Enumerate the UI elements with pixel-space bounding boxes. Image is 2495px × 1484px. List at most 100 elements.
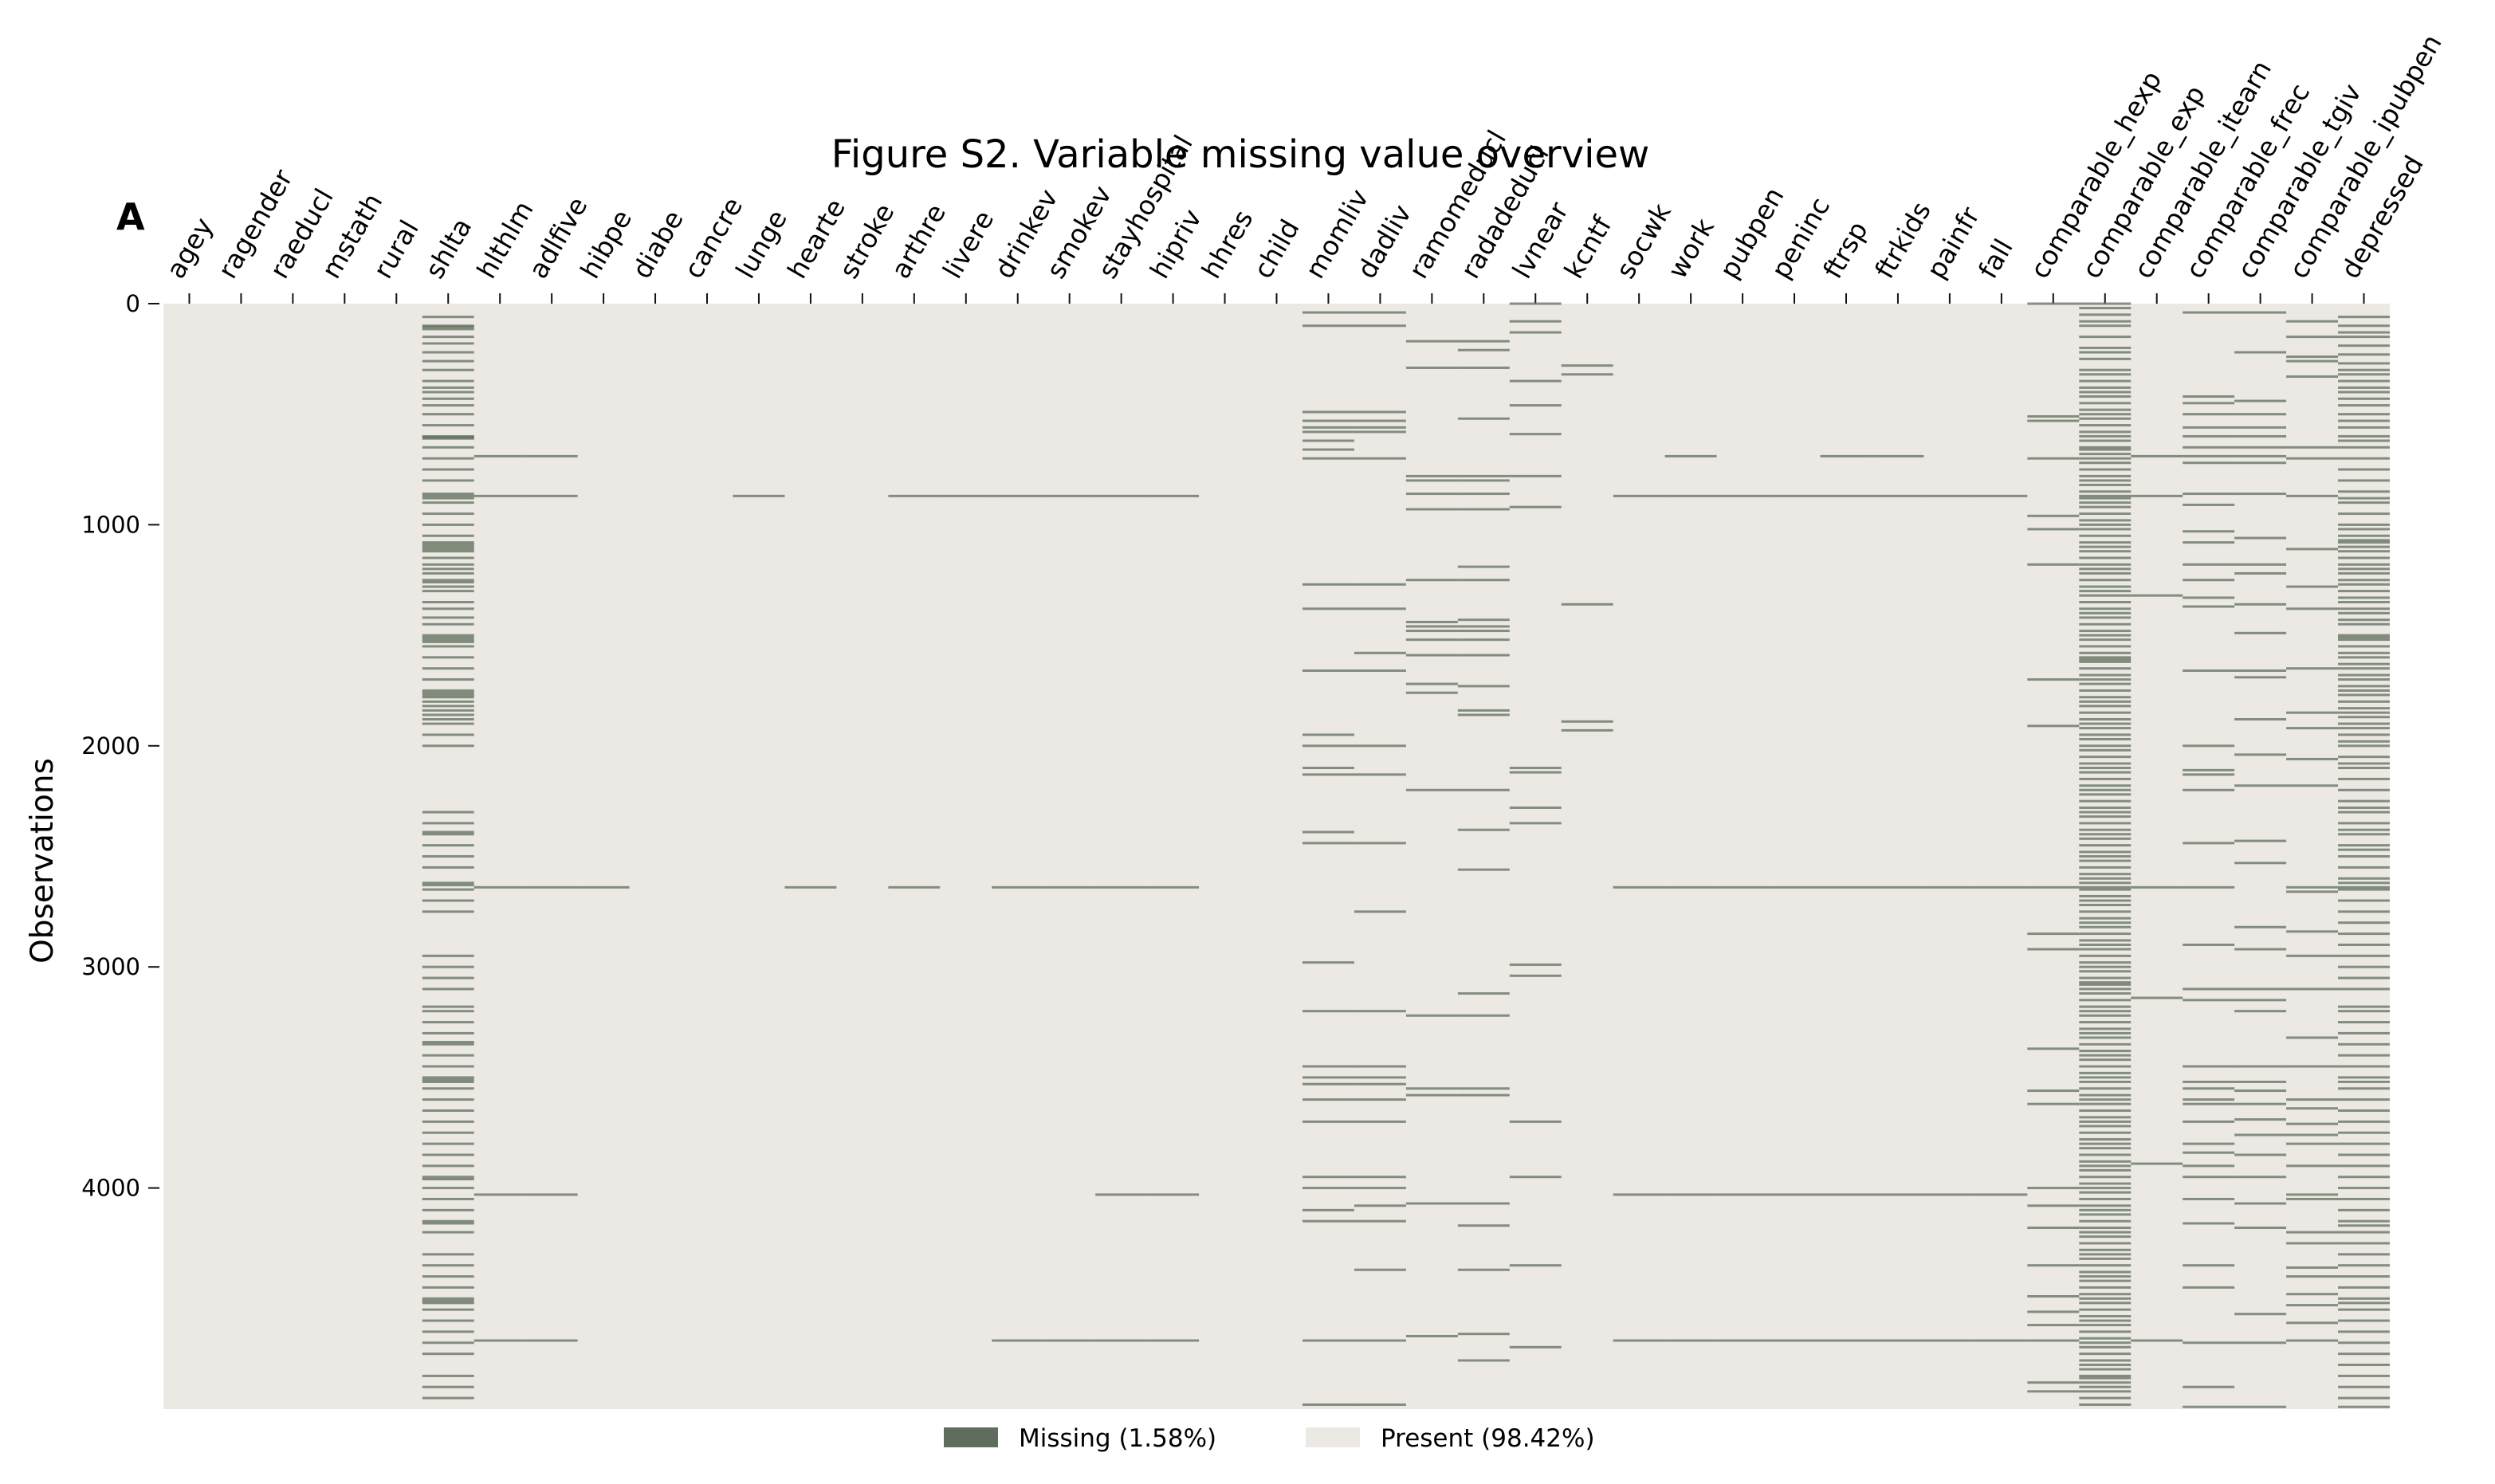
missing-mark	[2183, 1151, 2235, 1154]
missing-mark	[2079, 855, 2132, 858]
missing-mark	[2286, 1293, 2339, 1296]
missing-mark	[2234, 1133, 2287, 1137]
missing-mark	[2079, 837, 2132, 840]
missing-mark	[1457, 625, 1510, 628]
missing-mark	[2079, 307, 2132, 310]
missing-mark	[422, 1131, 474, 1134]
missing-column-shlta	[422, 316, 474, 1400]
missing-mark	[2338, 446, 2390, 449]
missing-mark	[2234, 1080, 2287, 1083]
missing-mark	[2338, 479, 2390, 482]
missing-mark	[2234, 493, 2287, 496]
missing-mark	[2338, 1297, 2390, 1300]
missing-mark	[2338, 727, 2390, 730]
missing-mark	[1613, 1193, 1665, 1196]
missing-mark	[2286, 954, 2339, 957]
missing-mark	[2234, 426, 2287, 429]
missing-mark	[2234, 839, 2287, 842]
missing-mark	[2079, 976, 2132, 980]
missing-mark	[2079, 453, 2132, 456]
missing-mark	[1354, 910, 1406, 913]
missing-mark	[1457, 1087, 1510, 1090]
missing-mark	[2338, 611, 2390, 614]
missing-mark	[422, 1330, 474, 1333]
missing-mark	[2286, 987, 2339, 991]
missing-mark	[422, 844, 474, 847]
missing-mark	[2079, 501, 2132, 504]
missing-mark	[2338, 567, 2390, 571]
missing-mark	[1509, 771, 1562, 774]
missing-mark	[422, 1299, 474, 1302]
missing-mark	[2079, 1248, 2132, 1251]
missing-mark	[2338, 1352, 2390, 1356]
missing-mark	[2338, 579, 2390, 582]
missing-mark	[422, 1178, 474, 1181]
missing-mark	[2079, 921, 2132, 925]
y-axis-label: Observations	[25, 758, 61, 964]
missing-mark	[1613, 1339, 1665, 1342]
missing-mark	[1405, 682, 1458, 685]
missing-mark	[422, 585, 474, 588]
missing-mark	[2079, 1374, 2132, 1377]
missing-mark	[1457, 1359, 1510, 1362]
missing-mark	[1457, 685, 1510, 688]
missing-mark	[1923, 1193, 1976, 1196]
missing-mark	[2234, 563, 2287, 566]
missing-mark	[2079, 727, 2132, 730]
missing-mark	[1872, 1193, 1924, 1196]
missing-mark	[1405, 788, 1458, 791]
missing-mark	[2079, 1264, 2132, 1267]
missing-mark	[473, 885, 526, 889]
missing-mark	[2079, 417, 2132, 420]
missing-mark	[2079, 1014, 2132, 1017]
missing-mark	[2338, 822, 2390, 825]
missing-mark	[2183, 413, 2235, 416]
missing-mark	[2079, 844, 2132, 847]
missing-mark	[2338, 1087, 2390, 1090]
missing-mark	[2338, 1341, 2390, 1345]
missing-column-hlthlm	[473, 454, 526, 1342]
missing-mark	[2338, 689, 2390, 692]
missing-mark	[2338, 1396, 2390, 1400]
missing-mark	[2338, 965, 2390, 968]
missing-mark	[2183, 1405, 2235, 1408]
missing-mark	[2338, 943, 2390, 946]
missing-mark	[2079, 806, 2132, 809]
missing-mark	[2079, 1376, 2132, 1380]
missing-mark	[422, 567, 474, 571]
missing-mark	[1302, 457, 1354, 460]
missing-mark	[422, 634, 474, 637]
missing-mark	[2338, 1054, 2390, 1057]
missing-mark	[422, 548, 474, 551]
missing-mark	[2234, 351, 2287, 354]
missing-mark	[888, 494, 941, 497]
missing-mark	[1872, 494, 1924, 497]
missing-mark	[1302, 961, 1354, 964]
missing-mark	[1923, 885, 1976, 889]
missing-mark	[2079, 762, 2132, 765]
missing-mark	[2338, 1264, 2390, 1267]
missing-mark	[2079, 1197, 2132, 1200]
missing-mark	[2079, 638, 2132, 642]
missing-mark	[2338, 596, 2390, 599]
missing-mark	[1354, 583, 1406, 586]
missing-mark	[2183, 493, 2235, 496]
missing-mark	[2079, 1359, 2132, 1362]
missing-mark	[2027, 932, 2080, 936]
missing-mark	[2338, 722, 2390, 725]
missing-mark	[2079, 899, 2132, 902]
missing-mark	[2027, 528, 2080, 531]
missing-mark	[1405, 579, 1458, 582]
missing-mark	[525, 885, 578, 889]
missing-mark	[2027, 1295, 2080, 1298]
missing-mark	[2286, 607, 2339, 610]
column-label-agey: agey	[160, 212, 219, 284]
missing-mark	[2286, 1065, 2339, 1068]
missing-mark	[2079, 357, 2132, 360]
missing-mark	[2079, 346, 2132, 349]
missing-mark	[1302, 448, 1354, 451]
missing-column-fall	[1975, 494, 2028, 1342]
missing-mark	[1302, 1339, 1354, 1342]
missing-mark	[784, 885, 837, 889]
missing-mark	[1405, 1014, 1458, 1017]
